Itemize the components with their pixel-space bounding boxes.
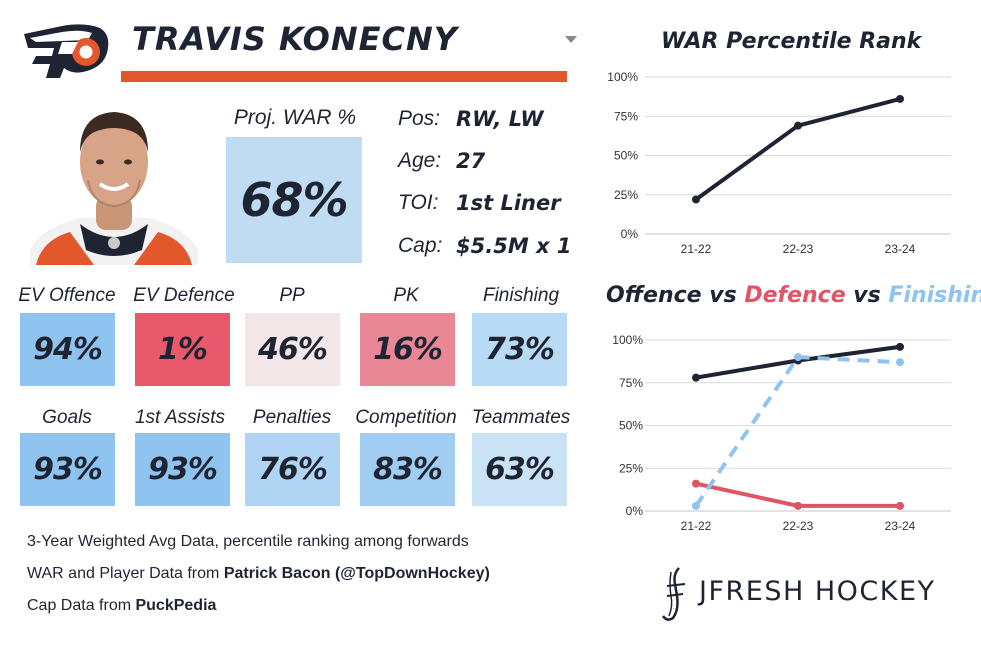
footer-line-3: Cap Data from PuckPedia [27,597,216,615]
y-tick-label: 100% [612,333,643,347]
brand-text: JFRESH HOCKEY [699,576,936,607]
footer-line-2-prefix: WAR and Player Data from [27,565,224,582]
toi-value: 1st Liner [456,191,561,215]
flyers-logo [24,24,109,78]
y-tick-label: 50% [619,419,643,433]
stat-label-1st-assists: 1st Assists [134,407,226,428]
stat-value-pk: 16% [373,332,443,367]
data-point [692,501,700,510]
y-tick-label: 100% [607,70,638,84]
chart-title-war: WAR Percentile Rank [661,29,922,54]
age-value: 27 [456,149,486,173]
footer-line-2-source: Patrick Bacon (@TopDownHockey) [223,565,490,582]
x-tick-label: 21-22 [681,519,712,533]
stat-box-ev-defence: 1% [135,313,230,386]
chart-title-vs-2: vs [845,283,889,308]
y-tick-label: 75% [614,109,638,123]
stat-label-finishing: Finishing [482,285,560,306]
stat-value-goals: 93% [33,452,103,487]
chart-title-finishing: Finishing [888,283,981,308]
jfresh-hockey-brand: JFRESH HOCKEY [655,566,975,622]
y-tick-label: 0% [621,227,639,241]
stat-box-penalties: 76% [245,433,340,506]
x-tick-label: 22-23 [783,242,814,256]
stat-value-penalties: 76% [258,452,328,487]
cap-label: Cap: [398,234,443,257]
footer-line-3-source: PuckPedia [135,597,217,614]
stat-label-ev-defence: EV Defence [133,285,235,306]
series-line [694,355,901,508]
data-point [896,358,904,367]
pos-value: RW, LW [456,107,544,131]
y-tick-label: 25% [619,461,643,475]
title-underline [121,71,567,82]
stat-value-1st-assists: 93% [148,452,218,487]
stat-box-pp: 46% [245,313,340,386]
footer-line-1: 3-Year Weighted Avg Data, percentile ran… [27,533,469,550]
stat-label-ev-offence: EV Offence [18,285,116,306]
stat-box-1st-assists: 93% [135,433,230,506]
series-line [694,97,901,202]
stat-label-competition: Competition [355,407,457,428]
footer-line-3-prefix: Cap Data from [27,597,136,614]
stat-value-ev-defence: 1% [158,332,208,367]
x-tick-label: 23-24 [885,242,916,256]
stat-value-ev-offence: 94% [33,332,103,367]
player-headshot [30,100,198,265]
y-tick-label: 0% [626,504,644,518]
stat-label-pk: PK [393,285,419,306]
cap-value: $5.5M x 1 [456,234,572,258]
toi-label: TOI: [398,191,439,214]
stat-label-penalties: Penalties [252,407,332,428]
pos-label: Pos: [398,107,441,130]
chart-title-defence: Defence [744,283,846,308]
x-tick-label: 23-24 [885,519,916,533]
data-point [692,373,700,382]
chart-title-offence: Offence [606,283,702,308]
data-point [794,121,802,130]
y-tick-label: 75% [619,376,643,390]
stat-value-competition: 83% [373,452,443,487]
stat-box-competition: 83% [360,433,455,506]
data-point [794,501,802,510]
stat-box-teammates: 63% [472,433,567,506]
jfresh-logo-icon [661,567,686,621]
proj-war-value: 68% [240,173,348,227]
data-point [896,501,904,510]
player-name: TRAVIS KONECNY [132,20,458,58]
x-tick-label: 21-22 [681,242,712,256]
war-percentile-chart: 0% 25% 50% 75% 100% 21-22 22-23 23-24 [607,70,951,256]
stat-value-finishing: 73% [485,332,555,367]
stat-box-pk: 16% [360,313,455,386]
x-tick-label: 22-23 [783,519,814,533]
stat-box-finishing: 73% [472,313,567,386]
dropdown-caret-icon[interactable] [565,36,577,43]
footer-line-2: WAR and Player Data from Patrick Bacon (… [27,565,490,583]
y-tick-label: 25% [614,188,638,202]
data-point [692,479,700,488]
chart-title-off-def-fin: Offence vs Defence vs Finishing [606,283,981,308]
data-point [692,195,700,204]
stat-label-goals: Goals [42,407,92,428]
stat-value-teammates: 63% [485,452,555,487]
proj-war-box: 68% [226,137,362,263]
stat-box-goals: 93% [20,433,115,506]
stat-label-pp: PP [279,285,305,306]
stat-value-pp: 46% [258,332,328,367]
proj-war-label: Proj. WAR % [233,106,357,129]
age-label: Age: [398,149,442,172]
offence-defence-finishing-chart: 0% 25% 50% 75% 100% 21-22 22-23 23-24 [612,333,951,533]
chart-title-vs-1: vs [701,283,745,308]
data-point [896,94,904,103]
stat-box-ev-offence: 94% [20,313,115,386]
y-tick-label: 50% [614,149,638,163]
stat-label-teammates: Teammates [471,407,571,428]
data-point [896,342,904,351]
data-point [794,353,802,362]
